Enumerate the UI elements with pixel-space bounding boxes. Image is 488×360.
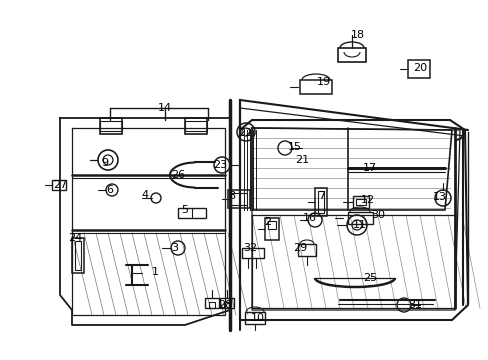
Circle shape [242, 128, 249, 136]
Text: 14: 14 [158, 103, 172, 113]
Text: 11: 11 [352, 220, 366, 230]
Text: 6: 6 [106, 185, 113, 195]
Bar [407, 60, 429, 78]
Bar [184, 118, 206, 134]
Text: 10: 10 [250, 313, 264, 323]
Text: 5: 5 [181, 205, 188, 215]
Text: 3: 3 [171, 243, 178, 253]
Bar [208, 302, 215, 308]
Text: 26: 26 [171, 170, 184, 180]
Circle shape [103, 155, 113, 165]
Bar [204, 298, 219, 308]
Text: 17: 17 [362, 163, 376, 173]
Text: 22: 22 [237, 128, 252, 138]
Bar [297, 244, 315, 256]
Text: 9: 9 [101, 158, 108, 168]
Bar [242, 248, 264, 258]
Bar [267, 221, 275, 229]
Bar [352, 196, 368, 208]
Text: 30: 30 [370, 210, 384, 220]
Text: 23: 23 [212, 160, 226, 170]
Bar [224, 302, 229, 308]
Text: 16: 16 [303, 213, 316, 223]
Text: 24: 24 [68, 233, 82, 243]
Bar [72, 238, 84, 273]
Bar [264, 218, 279, 240]
Bar [317, 191, 324, 213]
Text: 31: 31 [407, 300, 421, 310]
Bar [75, 241, 81, 270]
Text: 25: 25 [362, 273, 376, 283]
Text: 15: 15 [287, 142, 302, 152]
Bar [355, 199, 365, 205]
Text: 21: 21 [294, 155, 308, 165]
Text: 32: 32 [243, 243, 257, 253]
Text: 7: 7 [318, 191, 325, 201]
Bar [52, 180, 66, 190]
Text: 4: 4 [141, 190, 148, 200]
Bar [184, 121, 206, 131]
Text: 19: 19 [316, 77, 330, 87]
Bar [100, 121, 122, 131]
Text: 27: 27 [53, 180, 67, 190]
Text: 28: 28 [218, 300, 232, 310]
Bar [230, 193, 246, 205]
Bar [100, 118, 122, 134]
Text: 12: 12 [360, 195, 374, 205]
Bar [314, 188, 326, 216]
Text: 18: 18 [350, 30, 365, 40]
Bar [227, 190, 249, 208]
Bar [178, 208, 205, 218]
Text: 13: 13 [432, 192, 446, 202]
Bar [244, 312, 264, 324]
Text: 1: 1 [151, 267, 158, 277]
Bar [299, 80, 331, 94]
Bar [220, 298, 234, 308]
Bar [337, 48, 365, 62]
Text: 8: 8 [228, 191, 235, 201]
Bar [347, 212, 372, 224]
Text: 2: 2 [264, 217, 271, 227]
Text: 29: 29 [292, 243, 306, 253]
Text: 20: 20 [412, 63, 426, 73]
